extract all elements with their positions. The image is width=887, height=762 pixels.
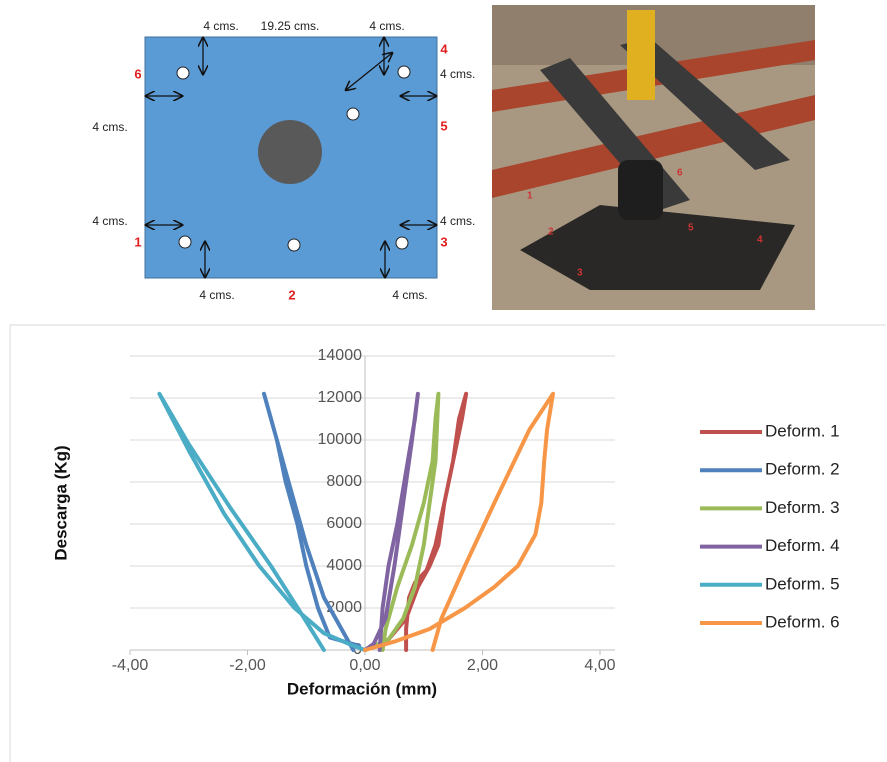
- x-tick-label: 0,00: [349, 657, 380, 674]
- sensor-number: 4: [440, 41, 448, 56]
- dim-label: 4 cms.: [92, 214, 127, 228]
- sensor-number: 5: [440, 118, 447, 133]
- legend-label: Deform. 4: [765, 536, 840, 555]
- dim-label: 4 cms.: [92, 120, 127, 134]
- hydraulic-jack: [627, 10, 655, 100]
- chart-frame: [10, 325, 886, 762]
- chart: Deformación (mm) Descarga (Kg) 020004000…: [51, 347, 839, 698]
- jack-base: [618, 160, 663, 220]
- photo-label: 2: [548, 227, 554, 238]
- legend-label: Deform. 2: [765, 460, 840, 479]
- x-tick-label: 2,00: [467, 657, 498, 674]
- x-tick-label: -2,00: [229, 657, 266, 674]
- dim-label: 19.25 cms.: [261, 19, 320, 33]
- figure: 4 cms. 19.25 cms. 4 cms. 4 4 cms. 6 4 cm…: [0, 0, 887, 762]
- x-tick-label: -4,00: [112, 657, 149, 674]
- dim-label: 4 cms.: [440, 67, 475, 81]
- legend-label: Deform. 5: [765, 574, 840, 593]
- sensor-number: 6: [134, 66, 141, 81]
- y-tick-label: 4000: [326, 557, 362, 574]
- sensor-number: 3: [440, 234, 447, 249]
- dim-label: 4 cms.: [199, 288, 234, 302]
- data-line: [365, 394, 466, 650]
- test-photo: 1 2 3 4 5 6: [492, 5, 815, 310]
- photo-label: 5: [688, 223, 694, 234]
- photo-label: 3: [577, 268, 583, 279]
- photo-label: 4: [757, 235, 763, 246]
- y-tick-label: 8000: [326, 473, 362, 490]
- legend-label: Deform. 6: [765, 612, 840, 631]
- plate-diagram: 4 cms. 19.25 cms. 4 cms. 4 4 cms. 6 4 cm…: [92, 19, 475, 302]
- y-tick-label: 6000: [326, 515, 362, 532]
- sensor-number: 1: [134, 234, 141, 249]
- legend-label: Deform. 1: [765, 421, 840, 440]
- dim-label: 4 cms.: [392, 288, 427, 302]
- y-tick-label: 10000: [318, 431, 363, 448]
- x-axis-title: Deformación (mm): [287, 679, 437, 698]
- photo-label: 6: [677, 168, 683, 179]
- y-tick-label: 14000: [318, 347, 363, 364]
- dim-label: 4 cms.: [203, 19, 238, 33]
- jack-base: [258, 120, 322, 184]
- y-tick-label: 12000: [318, 389, 363, 406]
- y-axis-title: Descarga (Kg): [51, 445, 70, 560]
- x-tick-label: 4,00: [584, 657, 615, 674]
- dim-label: 4 cms.: [440, 214, 475, 228]
- legend-label: Deform. 3: [765, 498, 840, 517]
- dim-label: 4 cms.: [369, 19, 404, 33]
- photo-label: 1: [527, 191, 533, 202]
- sensor-number: 2: [288, 287, 295, 302]
